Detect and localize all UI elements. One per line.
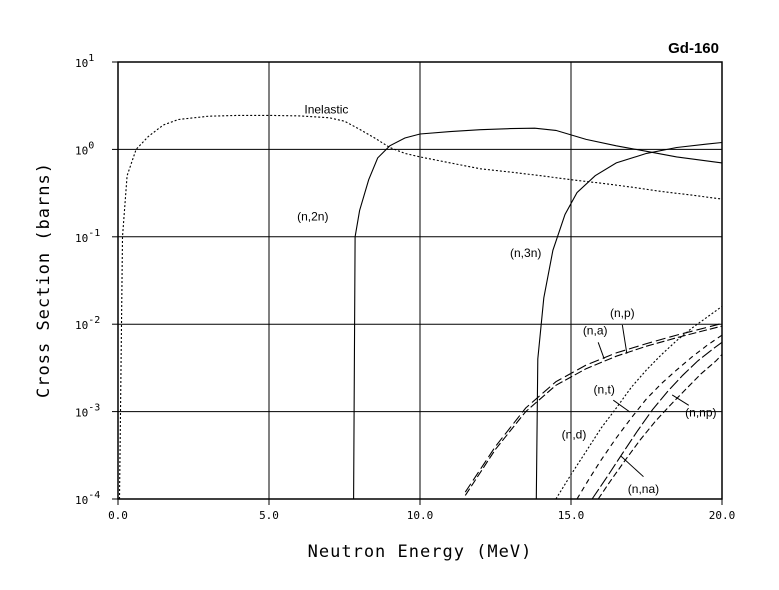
series-annotation: Inelastic — [304, 103, 348, 117]
y-axis-label: Cross Section (barns) — [34, 162, 54, 398]
y-tick-label: 101 — [75, 53, 94, 70]
series-line — [597, 354, 723, 500]
annotation-leader — [612, 399, 631, 413]
annotation-leader — [620, 455, 644, 478]
series-annotation: (n,2n) — [297, 210, 328, 224]
series-annotation: (n,t) — [594, 382, 615, 396]
x-tick-label: 0.0 — [108, 509, 128, 522]
y-tick-label: 100 — [75, 140, 94, 157]
y-tick-label: 10-4 — [75, 490, 100, 507]
series-line — [353, 127, 723, 500]
series-annotation: (n,p) — [610, 306, 635, 320]
x-tick-label: 15.0 — [558, 509, 585, 522]
series-annotation: (n,np) — [685, 405, 716, 419]
x-tick-label: 20.0 — [709, 509, 736, 522]
series-line — [464, 325, 723, 496]
y-axis-ticks: 10-4 10-3 10-2 10-1 100 101 — [75, 53, 118, 507]
series-annotation: (n,na) — [628, 482, 659, 496]
y-tick-label: 10-2 — [75, 315, 100, 332]
series-line — [555, 305, 723, 500]
annotation-leader — [621, 324, 628, 354]
series-line — [535, 141, 723, 500]
x-axis-ticks: 0.0 5.0 10.0 15.0 20.0 — [108, 499, 735, 522]
x-axis-label: Neutron Energy (MeV) — [308, 542, 533, 562]
series-annotation: (n,a) — [583, 323, 608, 337]
series-line — [576, 334, 723, 500]
series-line — [464, 322, 723, 493]
annotation-leader — [597, 342, 605, 360]
series-line — [591, 341, 723, 500]
series-annotation: (n,d) — [562, 427, 587, 441]
series-annotations: Inelastic (n,2n) (n,3n) (n,p)(n,a) (n,t) (n,d… — [297, 103, 716, 496]
series-lines — [118, 114, 723, 500]
grid — [118, 62, 722, 499]
y-tick-label: 10-3 — [75, 403, 100, 420]
chart-title: Gd-160 — [668, 40, 719, 57]
x-tick-label: 10.0 — [407, 509, 434, 522]
y-tick-label: 10-1 — [75, 228, 100, 245]
series-line — [118, 114, 723, 500]
annotation-leader — [671, 394, 690, 406]
series-annotation: (n,3n) — [510, 246, 541, 260]
x-tick-label: 5.0 — [259, 509, 279, 522]
